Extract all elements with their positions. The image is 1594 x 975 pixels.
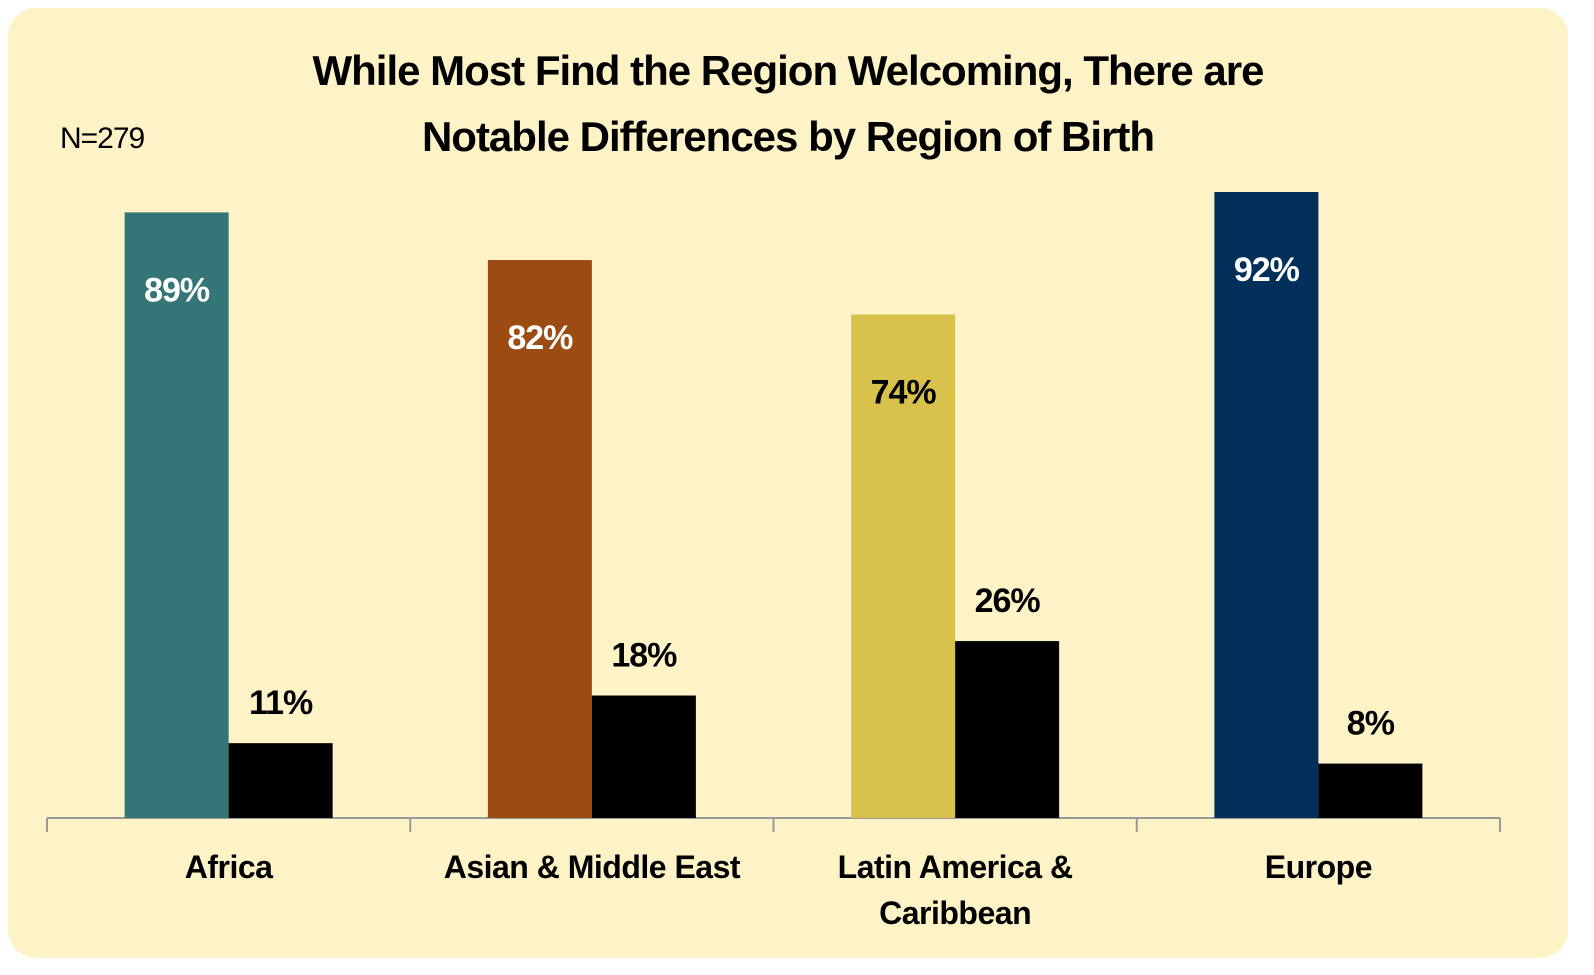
bar [228,743,333,818]
data-label: 18% [611,637,677,675]
bar [851,314,956,818]
data-label: 92% [1234,251,1300,289]
data-label: 11% [249,684,313,722]
bar [124,212,229,819]
bar [1214,192,1319,818]
data-label: 89% [144,271,210,309]
chart-subtitle: N=279 [60,122,145,155]
data-label: 82% [507,319,573,357]
bar [591,695,696,818]
bar [487,260,592,819]
x-tick-label: Asian & Middle East [443,849,741,885]
x-tick-label: Latin America & Caribbean [837,849,1073,931]
chart-title: While Most Find the Region Welcoming, Th… [312,47,1265,160]
bar [955,641,1060,818]
x-tick-label: Africa [184,849,273,885]
bar [1318,763,1423,818]
data-label: 8% [1347,705,1395,743]
x-tick-label: Europe [1264,849,1373,885]
data-label: 26% [975,582,1041,620]
data-label: 74% [871,373,937,411]
